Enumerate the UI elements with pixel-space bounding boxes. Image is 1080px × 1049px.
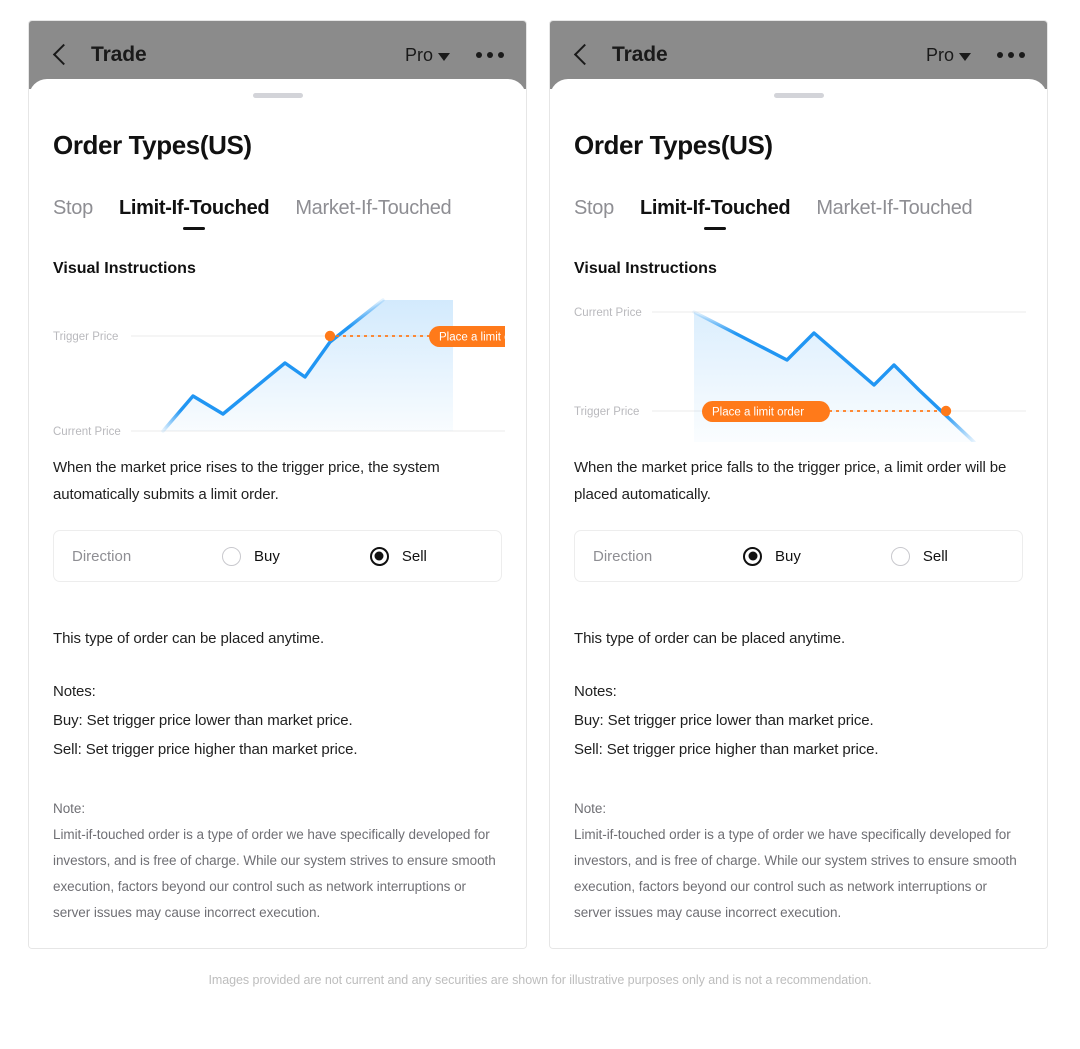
direction-option-sell-label: Sell <box>401 547 427 565</box>
annotation-pill-label: Place a limit order <box>439 332 505 344</box>
radio-sell-icon[interactable] <box>890 546 910 566</box>
app-bar-actions: Pro <box>926 45 1025 66</box>
pro-dropdown-button[interactable]: Pro <box>926 45 971 66</box>
order-type-panel-left: Trade Pro Order Types(US) Stop Limit-If-… <box>28 20 527 949</box>
chart-area-fill <box>694 312 974 442</box>
more-dots-icon[interactable] <box>476 52 504 58</box>
pro-dropdown-button[interactable]: Pro <box>405 45 450 66</box>
tab-limit-if-touched[interactable]: Limit-If-Touched <box>119 197 270 232</box>
tab-limit-if-touched[interactable]: Limit-If-Touched <box>640 197 791 232</box>
tab-stop[interactable]: Stop <box>574 197 614 219</box>
page-title: Trade <box>612 43 668 66</box>
bottom-sheet: Order Types(US) Stop Limit-If-Touched Ma… <box>29 79 526 948</box>
tab-stop[interactable]: Stop <box>53 197 93 219</box>
direction-option-buy[interactable]: Buy <box>222 546 280 566</box>
visual-instructions-heading: Visual Instructions <box>574 260 717 277</box>
radio-buy-icon[interactable] <box>222 546 241 566</box>
app-bar: Trade Pro <box>29 21 526 89</box>
more-dots-icon[interactable] <box>997 52 1025 58</box>
note-disclaimer-block: Note: Limit-if-touched order is a type o… <box>574 796 1023 926</box>
direction-label: Direction <box>593 547 653 565</box>
annotation-pill-label: Place a limit order <box>712 407 804 419</box>
direction-option-buy-label: Buy <box>775 547 801 565</box>
caret-down-icon <box>959 52 971 61</box>
anytime-text: This type of order can be placed anytime… <box>574 630 846 647</box>
sheet-title: Order Types(US) <box>574 130 773 160</box>
direction-option-buy-label: Buy <box>254 547 280 565</box>
chart-price-line <box>161 298 385 433</box>
annotation-pill <box>429 326 505 347</box>
notes-title: Notes: <box>53 683 96 700</box>
notes-item-buy: Buy: Set trigger price lower than market… <box>53 712 353 729</box>
sheet-grabber-handle[interactable] <box>252 93 303 98</box>
axis-label-current-price: Current Price <box>574 307 642 319</box>
order-type-tabs: Stop Limit-If-Touched Market-If-Touched <box>574 197 1023 232</box>
order-type-tabs: Stop Limit-If-Touched Market-If-Touched <box>53 197 502 232</box>
notes-item-sell: Sell: Set trigger price higher than mark… <box>574 741 879 758</box>
notes-item-sell: Sell: Set trigger price higher than mark… <box>53 741 358 758</box>
note-disclaimer-block: Note: Limit-if-touched order is a type o… <box>53 796 502 926</box>
visual-instructions-chart-rising: Trigger Price Current Price Place a limi… <box>53 290 505 442</box>
sheet-grabber-handle[interactable] <box>773 93 824 98</box>
axis-label-trigger-price: Trigger Price <box>53 331 118 343</box>
direction-selector: Direction Buy Sell <box>53 530 502 582</box>
app-bar: Trade Pro <box>550 21 1047 89</box>
direction-option-sell[interactable]: Sell <box>369 546 427 566</box>
radio-buy-icon[interactable] <box>743 546 762 566</box>
direction-option-sell[interactable]: Sell <box>890 546 948 566</box>
trigger-point-marker <box>324 330 336 342</box>
note-body: Limit-if-touched order is a type of orde… <box>53 827 496 920</box>
bottom-sheet: Order Types(US) Stop Limit-If-Touched Ma… <box>550 79 1047 948</box>
order-type-panel-right: Trade Pro Order Types(US) Stop Limit-If-… <box>549 20 1048 949</box>
notes-title: Notes: <box>574 683 617 700</box>
chevron-left-icon[interactable] <box>568 42 594 68</box>
note-title: Note: <box>574 801 607 816</box>
chart-area-fill <box>163 300 453 431</box>
visual-instructions-heading: Visual Instructions <box>53 260 196 277</box>
notes-item-buy: Buy: Set trigger price lower than market… <box>574 712 874 729</box>
annotation-pill <box>702 401 830 422</box>
description-text: When the market price falls to the trigg… <box>574 459 1007 503</box>
anytime-text: This type of order can be placed anytime… <box>53 630 325 647</box>
caret-down-icon <box>438 52 450 61</box>
axis-label-current-price: Current Price <box>53 426 121 438</box>
notes-block: Notes: Buy: Set trigger price lower than… <box>53 677 502 764</box>
direction-option-sell-label: Sell <box>922 547 948 565</box>
note-title: Note: <box>53 801 86 816</box>
tab-market-if-touched[interactable]: Market-If-Touched <box>816 197 973 219</box>
tab-market-if-touched[interactable]: Market-If-Touched <box>295 197 452 219</box>
footer-disclaimer: Images provided are not current and any … <box>208 973 872 987</box>
direction-label: Direction <box>72 547 132 565</box>
direction-selector: Direction Buy Sell <box>574 530 1023 582</box>
app-bar-actions: Pro <box>405 45 504 66</box>
pro-label: Pro <box>925 44 954 65</box>
chevron-left-icon[interactable] <box>47 42 73 68</box>
note-body: Limit-if-touched order is a type of orde… <box>574 827 1017 920</box>
panel-container: Trade Pro Order Types(US) Stop Limit-If-… <box>0 0 1080 949</box>
notes-block: Notes: Buy: Set trigger price lower than… <box>574 677 1023 764</box>
chart-price-line <box>692 310 976 442</box>
axis-label-trigger-price: Trigger Price <box>574 406 639 418</box>
visual-instructions-chart-falling: Current Price Trigger Price Place a limi… <box>574 290 1026 442</box>
radio-sell-icon[interactable] <box>369 546 389 566</box>
direction-option-buy[interactable]: Buy <box>743 546 801 566</box>
description-text: When the market price rises to the trigg… <box>53 459 440 503</box>
page-title: Trade <box>91 43 147 66</box>
pro-label: Pro <box>404 44 433 65</box>
trigger-point-marker <box>940 405 952 417</box>
sheet-title: Order Types(US) <box>53 130 252 160</box>
